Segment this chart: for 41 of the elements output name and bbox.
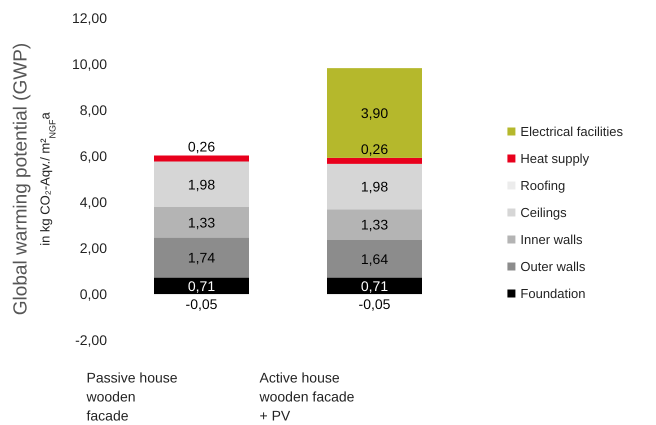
data-label: 0,26 bbox=[188, 138, 216, 155]
bar bbox=[327, 68, 422, 158]
y-tick-label: 8,00 bbox=[80, 102, 108, 118]
bar bbox=[154, 156, 249, 162]
data-label: 1,98 bbox=[360, 178, 388, 195]
bar bbox=[154, 207, 249, 238]
data-label: 0,71 bbox=[360, 278, 388, 294]
data-label: -0,05 bbox=[186, 296, 218, 312]
bar bbox=[327, 209, 422, 240]
data-label: 1,74 bbox=[188, 250, 216, 266]
legend-label: Roofing bbox=[520, 178, 566, 193]
legend-label: Outer walls bbox=[520, 259, 586, 274]
y-tick-label: 0,00 bbox=[80, 286, 108, 302]
bar bbox=[327, 164, 422, 210]
legend-label: Heat supply bbox=[520, 151, 590, 166]
y-tick-label: 2,00 bbox=[80, 240, 108, 256]
legend-label: Foundation bbox=[520, 286, 586, 301]
bar bbox=[154, 238, 249, 278]
y-tick-label: -2,00 bbox=[75, 332, 108, 348]
data-label: 3,90 bbox=[360, 104, 388, 121]
y-tick-label: 10,00 bbox=[72, 56, 108, 72]
data-label: 1,64 bbox=[360, 250, 388, 267]
bar bbox=[154, 278, 249, 294]
data-label: 1,33 bbox=[360, 216, 388, 233]
bar bbox=[327, 240, 422, 278]
x-tick-label: Passive house wooden facade bbox=[86, 370, 178, 424]
legend-label: Electrical facilities bbox=[520, 124, 624, 139]
data-label: 1,33 bbox=[188, 214, 216, 230]
y-tick-label: 12,00 bbox=[72, 10, 108, 26]
legend-label: Ceilings bbox=[520, 205, 568, 220]
data-label: 0,71 bbox=[188, 278, 216, 294]
bar bbox=[154, 162, 249, 208]
y-tick-label: 4,00 bbox=[80, 194, 108, 210]
bar bbox=[327, 278, 422, 294]
data-label: 1,98 bbox=[188, 176, 216, 192]
y-tick-label: 6,00 bbox=[80, 148, 108, 164]
legend-label: Inner walls bbox=[520, 232, 584, 247]
x-tick-label: Active house wooden facade + PV bbox=[258, 370, 355, 424]
data-label: 0,26 bbox=[360, 140, 388, 157]
data-label: -0,05 bbox=[358, 296, 391, 312]
bar bbox=[327, 158, 422, 164]
